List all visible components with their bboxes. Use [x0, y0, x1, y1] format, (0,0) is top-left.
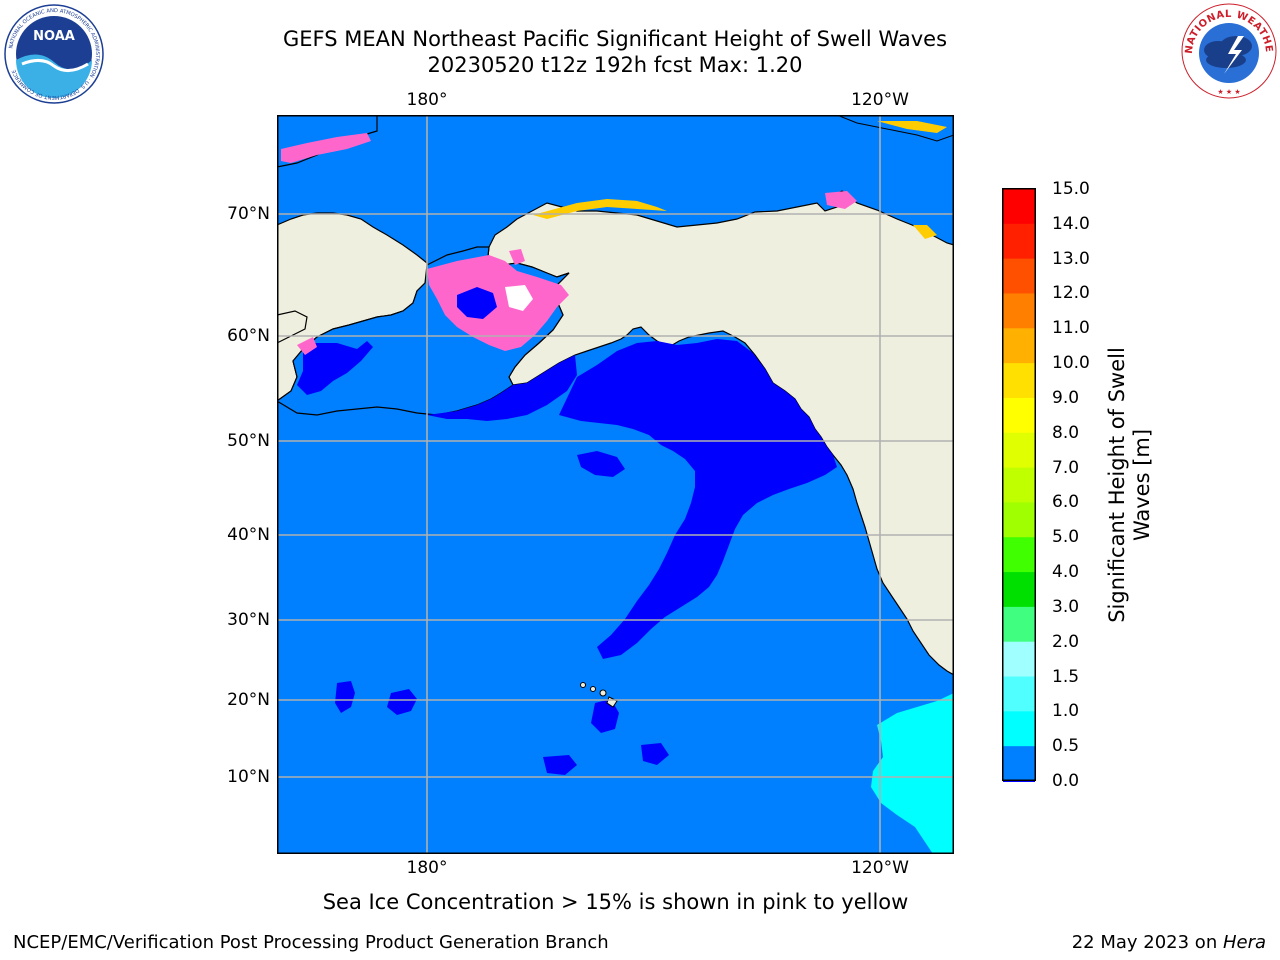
lat-label-30n: 30°N [227, 610, 270, 630]
colorbar-segment [1003, 363, 1035, 399]
noaa-logo: NOAA NATIONAL OCEANIC AND ATMOSPHERIC AD… [4, 4, 104, 104]
colorbar-segment [1003, 676, 1035, 712]
lat-label-70n: 70°N [227, 204, 270, 224]
colorbar-tick-label: 14.0 [1052, 213, 1090, 234]
swell-low-regions [297, 339, 837, 775]
colorbar-tick-label: 6.0 [1052, 492, 1080, 513]
lat-label-20n: 20°N [227, 690, 270, 710]
lon-label-top-180: 180° [406, 90, 448, 110]
colorbar-segment [1003, 502, 1035, 538]
colorbar-segment [1003, 223, 1035, 260]
colorbar-frame [1002, 188, 1036, 781]
colorbar-segment [1003, 572, 1035, 608]
swell-cyan-region [871, 693, 954, 854]
colorbar-segment [1003, 641, 1035, 678]
colorbar-tick-label: 0.0 [1052, 771, 1080, 791]
colorbar-tick-label: 11.0 [1052, 318, 1090, 339]
colorbar-title: Significant Height of Swell Waves [m] [1105, 347, 1155, 623]
map-gridlines [277, 115, 954, 854]
colorbar-tick-label: 7.0 [1052, 457, 1080, 478]
colorbar-tick-label: 10.0 [1052, 353, 1090, 374]
colorbar-tick-label: 4.0 [1052, 562, 1080, 583]
colorbar-segment [1003, 467, 1035, 503]
lat-label-10n: 10°N [227, 767, 270, 787]
svg-text:NOAA: NOAA [33, 29, 75, 44]
colorbar-tick-label: 1.0 [1052, 701, 1080, 722]
colorbar-tick-label: 3.0 [1052, 596, 1080, 617]
colorbar-segment [1003, 711, 1035, 747]
footer-date-text: 22 May 2023 on [1071, 932, 1223, 953]
colorbar-segment [1003, 432, 1035, 469]
colorbar-title-line2: Waves [m] [1130, 428, 1154, 542]
sea-ice-caption: Sea Ice Concentration > 15% is shown in … [322, 890, 909, 914]
colorbar-segment [1003, 746, 1035, 782]
colorbar-tick-label: 15.0 [1052, 179, 1090, 199]
colorbar-segment [1003, 606, 1035, 643]
map-subtitle: 20230520 t12z 192h fcst Max: 1.20 [427, 53, 803, 77]
colorbar-segment [1003, 781, 1035, 782]
colorbar-tick-label: 9.0 [1052, 387, 1080, 408]
colorbar-tick-label: 0.5 [1052, 736, 1080, 757]
colorbar-segment [1003, 537, 1035, 573]
lon-label-top-120w: 120°W [851, 90, 909, 110]
svg-text:★ ★ ★: ★ ★ ★ [1217, 88, 1240, 96]
footer-host: Hera [1222, 932, 1266, 953]
arctic-water-east [836, 115, 954, 142]
lat-label-50n: 50°N [227, 431, 270, 451]
colorbar-title-line1: Significant Height of Swell [1105, 347, 1129, 623]
sea-ice-regions [281, 121, 947, 355]
footer-credit: NCEP/EMC/Verification Post Processing Pr… [13, 932, 609, 953]
map-frame [277, 115, 954, 854]
colorbar-segment [1003, 397, 1035, 434]
colorbar-segment [1003, 189, 1035, 225]
colorbar-tick-label: 12.0 [1052, 283, 1090, 304]
colorbar-tick-label: 5.0 [1052, 527, 1080, 548]
swell-height-map [277, 115, 954, 854]
lon-label-bottom-120w: 120°W [851, 858, 909, 878]
lon-label-bottom-180: 180° [406, 858, 448, 878]
colorbar-tick-label: 1.5 [1052, 666, 1080, 687]
footer-date: 22 May 2023 on Hera [1072, 932, 1266, 953]
nws-logo: NATIONAL WEATHER SERVICE ★ ★ ★ [1180, 2, 1277, 99]
lat-label-60n: 60°N [227, 326, 270, 346]
colorbar-tick-label: 2.0 [1052, 631, 1080, 652]
lat-label-40n: 40°N [227, 525, 270, 545]
land-kamchatka [277, 310, 308, 344]
colorbar-tick-label: 8.0 [1052, 422, 1080, 443]
colorbar [1002, 188, 1036, 782]
map-title: GEFS MEAN Northeast Pacific Significant … [282, 27, 948, 51]
colorbar-segment [1003, 258, 1035, 294]
colorbar-tick-label: 13.0 [1052, 248, 1090, 269]
colorbar-segment [1003, 293, 1035, 329]
colorbar-segment [1003, 328, 1035, 364]
